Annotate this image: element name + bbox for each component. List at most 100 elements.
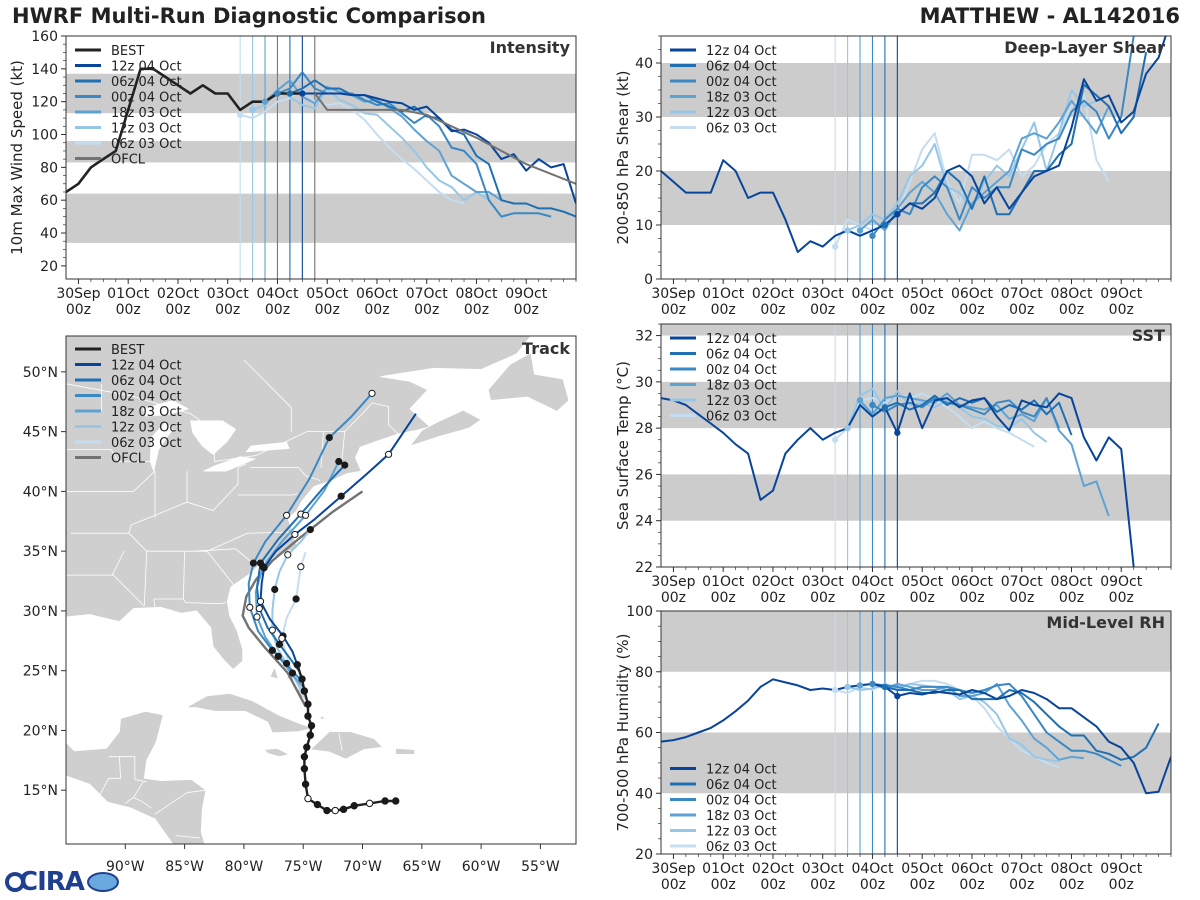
x-tick-label: 08Oct bbox=[1050, 286, 1093, 302]
series-line bbox=[884, 394, 1073, 436]
legend-label: BEST bbox=[111, 44, 144, 59]
init-marker bbox=[869, 232, 876, 239]
history-line bbox=[661, 397, 899, 501]
best-track-marker bbox=[304, 794, 312, 803]
y-tick-label: 25°N bbox=[23, 664, 58, 680]
init-marker bbox=[881, 221, 889, 229]
country-border bbox=[98, 756, 122, 797]
state-border bbox=[143, 551, 148, 607]
x-tick-label: 07Oct bbox=[1001, 861, 1044, 877]
x-tick-label: 00z bbox=[1109, 302, 1134, 318]
x-tick-label: 03Oct bbox=[802, 574, 845, 590]
x-tick-label: 01Oct bbox=[107, 286, 150, 302]
y-tick-label: 28 bbox=[635, 421, 653, 437]
init-marker bbox=[844, 683, 851, 691]
state-border bbox=[192, 548, 257, 566]
x-tick-label: 65°W bbox=[402, 859, 441, 875]
y-tick-label: 35°N bbox=[23, 544, 58, 560]
x-tick-label: 06Oct bbox=[951, 574, 994, 590]
init-marker bbox=[299, 90, 306, 97]
legend-label: 12z 03 Oct bbox=[111, 421, 182, 436]
x-tick-label: 00z bbox=[910, 877, 935, 893]
legend-label: 00z 04 Oct bbox=[111, 390, 182, 405]
best-track-marker bbox=[300, 764, 309, 773]
panel-title: Mid-Level RH bbox=[1046, 613, 1165, 632]
y-tick-label: 40 bbox=[40, 226, 58, 242]
series-line bbox=[872, 682, 1122, 767]
state-border bbox=[111, 551, 125, 576]
x-tick-label: 00z bbox=[959, 877, 984, 893]
x-tick-label: 00z bbox=[1109, 877, 1134, 893]
y-tick-label: 100 bbox=[31, 128, 58, 144]
x-tick-label: 00z bbox=[1009, 877, 1034, 893]
province-border bbox=[243, 359, 292, 432]
forecast-marker bbox=[249, 559, 257, 567]
y-tick-label: 30 bbox=[635, 375, 653, 391]
y-tick-label: 20 bbox=[635, 847, 653, 863]
panel-title: Track bbox=[522, 339, 570, 358]
x-tick-label: 09Oct bbox=[1100, 286, 1143, 302]
forecast-marker bbox=[271, 585, 279, 594]
forecast-marker bbox=[283, 511, 291, 519]
x-tick-label: 08Oct bbox=[1050, 861, 1093, 877]
forecast-marker bbox=[288, 669, 297, 677]
legend-label: 12z 04 Oct bbox=[111, 60, 182, 75]
series-line bbox=[834, 679, 1060, 769]
legend-label: 06z 04 Oct bbox=[111, 374, 182, 389]
legend-label: 18z 03 Oct bbox=[706, 379, 777, 394]
state-border bbox=[153, 551, 185, 608]
x-tick-label: 04Oct bbox=[851, 574, 894, 590]
forecast-marker bbox=[325, 434, 333, 442]
x-tick-label: 07Oct bbox=[1001, 574, 1044, 590]
threshold-band bbox=[661, 732, 1171, 794]
best-track-marker bbox=[301, 780, 310, 788]
init-marker bbox=[894, 429, 901, 436]
logo-ring-icon bbox=[5, 872, 25, 892]
great-lake bbox=[190, 420, 237, 455]
x-tick-label: 00z bbox=[711, 302, 736, 318]
bahamas-island bbox=[317, 715, 327, 721]
best-track-marker bbox=[313, 800, 322, 809]
x-tick-label: 00z bbox=[464, 302, 489, 318]
init-marker bbox=[856, 227, 864, 234]
legend-label: BEST bbox=[111, 343, 144, 358]
x-tick-label: 00z bbox=[66, 302, 91, 318]
x-tick-label: 00z bbox=[215, 302, 240, 318]
x-tick-label: 55°W bbox=[521, 859, 560, 875]
x-tick-label: 00z bbox=[1059, 302, 1084, 318]
x-tick-label: 06Oct bbox=[356, 286, 399, 302]
init-marker bbox=[249, 106, 256, 114]
legend-label: 00z 04 Oct bbox=[706, 794, 777, 809]
x-tick-label: 00z bbox=[1009, 590, 1034, 606]
legend-label: 12z 04 Oct bbox=[706, 332, 777, 347]
cira-logo: CIRA bbox=[5, 866, 119, 898]
legend-label: 06z 03 Oct bbox=[706, 122, 777, 137]
forecast-marker bbox=[259, 563, 267, 571]
series-line bbox=[872, 397, 1060, 429]
x-tick-label: 00z bbox=[711, 590, 736, 606]
x-tick-label: 00z bbox=[959, 590, 984, 606]
legend-label: 12z 03 Oct bbox=[111, 122, 182, 137]
great-lake bbox=[142, 400, 190, 417]
forecast-marker bbox=[268, 646, 276, 654]
x-tick-label: 02Oct bbox=[752, 574, 795, 590]
init-marker bbox=[236, 111, 244, 119]
y-tick-label: 60 bbox=[635, 726, 653, 742]
x-tick-label: 00z bbox=[364, 302, 389, 318]
y-tick-label: 80 bbox=[40, 160, 58, 176]
x-tick-label: 08Oct bbox=[455, 286, 498, 302]
legend-label: 06z 03 Oct bbox=[111, 137, 182, 152]
x-tick-label: 00z bbox=[860, 590, 885, 606]
init-marker bbox=[844, 227, 851, 234]
x-tick-label: 09Oct bbox=[1100, 574, 1143, 590]
threshold-band bbox=[661, 324, 1171, 336]
storm-title: MATTHEW - AL142016 bbox=[919, 4, 1180, 28]
best-track-marker bbox=[331, 806, 339, 815]
series-line bbox=[896, 36, 1167, 215]
y-tick-label: 26 bbox=[635, 467, 653, 483]
country-border bbox=[133, 781, 144, 798]
x-tick-label: 00z bbox=[661, 302, 686, 318]
plot-area bbox=[661, 611, 1171, 854]
y-tick-label: 45°N bbox=[23, 425, 58, 441]
